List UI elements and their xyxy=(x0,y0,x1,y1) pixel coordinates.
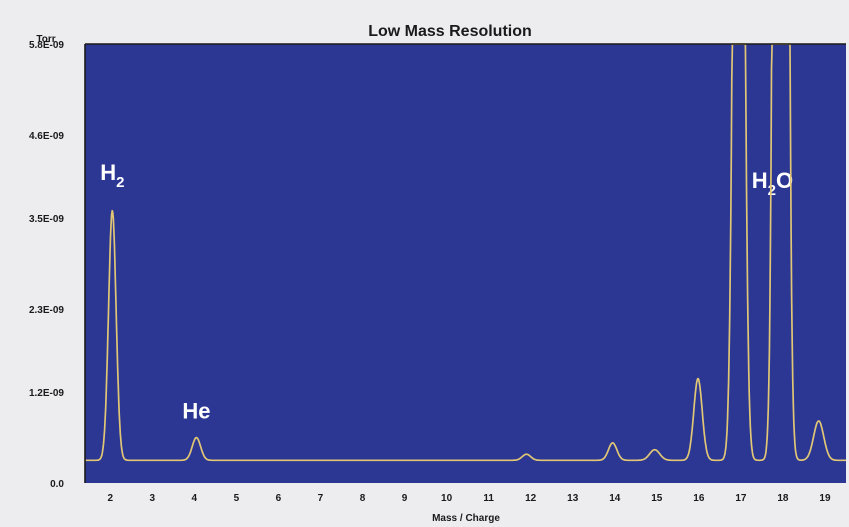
x-tick-label: 2 xyxy=(107,493,113,504)
plot-area xyxy=(85,44,846,483)
peak-label-subscript: 2 xyxy=(116,174,124,191)
y-tick-label: 0.0 xyxy=(50,479,64,490)
peak-label: He xyxy=(182,399,210,424)
x-tick-label: 6 xyxy=(276,493,282,504)
peak-label: H2O xyxy=(752,168,793,199)
y-axis-label: Torr xyxy=(36,34,55,45)
x-tick-label: 5 xyxy=(234,493,240,504)
x-tick-label: 13 xyxy=(567,493,579,504)
x-tick-label: 14 xyxy=(609,493,621,504)
x-tick-label: 16 xyxy=(693,493,705,504)
x-tick-label: 10 xyxy=(441,493,453,504)
y-tick-label: 3.5E-09 xyxy=(29,214,64,225)
peak-label-base: He xyxy=(182,399,210,424)
x-axis-label: Mass / Charge xyxy=(432,513,500,524)
x-tick-label: 7 xyxy=(318,493,324,504)
x-tick-label: 9 xyxy=(402,493,408,504)
x-tick-label: 4 xyxy=(192,493,198,504)
y-tick-labels: 5.8E-09 4.6E-09 3.5E-09 2.3E-09 1.2E-09 0.0 xyxy=(29,40,64,490)
chart-title: Low Mass Resolution xyxy=(368,23,532,40)
peak-label: H2 xyxy=(100,160,124,191)
x-tick-label: 15 xyxy=(651,493,663,504)
x-tick-label: 12 xyxy=(525,493,537,504)
series-line xyxy=(84,43,847,462)
peak-label-base: H xyxy=(100,160,116,185)
x-tick-label: 18 xyxy=(777,493,789,504)
x-tick-labels: 2 3 4 5 6 7 8 9 10 11 12 13 14 15 16 17 18 19 xyxy=(107,493,831,504)
peak-label-subscript: 2 xyxy=(768,182,776,199)
x-tick-label: 8 xyxy=(360,493,366,504)
x-tick-label: 19 xyxy=(819,493,831,504)
x-tick-label: 3 xyxy=(149,493,155,504)
y-tick-label: 5.8E-09 xyxy=(29,40,64,51)
y-tick-label: 4.6E-09 xyxy=(29,131,64,142)
peak-label-suffix: O xyxy=(776,168,793,193)
y-tick-label: 1.2E-09 xyxy=(29,388,64,399)
x-tick-label: 11 xyxy=(483,493,494,504)
x-tick-label: 17 xyxy=(735,493,747,504)
y-tick-label: 2.3E-09 xyxy=(29,305,64,316)
peak-label-base: H xyxy=(752,168,768,193)
